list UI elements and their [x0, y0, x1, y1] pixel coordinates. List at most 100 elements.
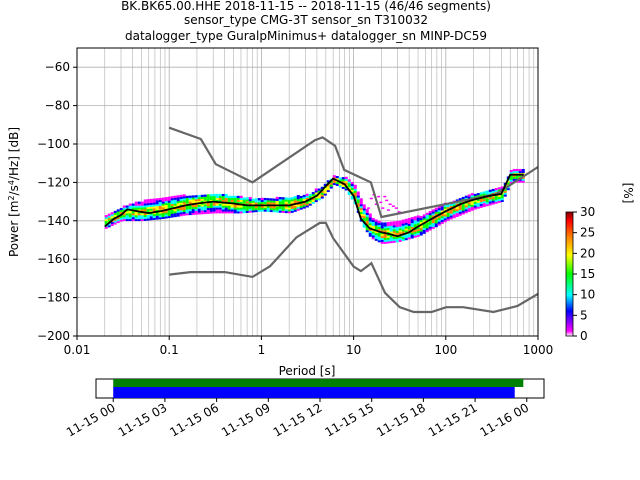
density-cell: [182, 213, 186, 216]
density-cell: [146, 210, 150, 213]
density-cell: [401, 236, 405, 240]
density-cell: [173, 205, 177, 208]
density-cell: [347, 187, 351, 190]
density-cell: [386, 235, 390, 238]
density-cell: [431, 213, 435, 216]
density-cell: [398, 224, 402, 227]
density-cell: [134, 218, 138, 222]
density-cell: [329, 182, 333, 185]
density-cell: [161, 216, 165, 219]
density-cell: [143, 214, 147, 218]
density-cell: [266, 200, 270, 203]
density-cell: [176, 202, 180, 206]
density-cell: [356, 204, 360, 208]
density-cell: [122, 215, 126, 218]
density-cell: [233, 209, 237, 212]
density-cell: [167, 196, 171, 199]
density-cell: [137, 213, 141, 216]
density-cell: [365, 210, 369, 214]
density-cell: [416, 232, 420, 235]
density-cell: [290, 210, 294, 213]
density-cell: [269, 207, 273, 211]
density-cell: [182, 207, 186, 210]
density-cell: [179, 210, 183, 213]
density-cell: [269, 200, 273, 203]
density-cell: [374, 219, 378, 222]
density-cell: [383, 230, 387, 233]
density-cell: [215, 209, 219, 212]
density-cell: [422, 227, 426, 231]
density-cell: [515, 174, 519, 177]
density-cell: [404, 237, 408, 241]
density-cell: [260, 199, 264, 202]
density-cell: [140, 215, 144, 218]
density-cell: [482, 193, 486, 196]
density-cell: [473, 193, 477, 197]
colorbar-tick-label: 15: [580, 267, 595, 281]
density-cell: [491, 196, 495, 199]
density-cell: [446, 205, 450, 208]
density-cell: [209, 209, 213, 212]
density-cell: [104, 215, 108, 218]
density-cell: [203, 209, 207, 213]
time-tick-label: 11-15 15: [322, 400, 376, 439]
density-cell: [200, 194, 204, 198]
density-cell: [236, 209, 240, 212]
density-cell: [209, 211, 213, 214]
density-cell: [134, 215, 138, 218]
density-cell: [104, 218, 108, 222]
density-cell: [194, 199, 198, 202]
density-cell: [362, 212, 366, 215]
density-cell: [245, 206, 249, 210]
density-cell: [110, 223, 114, 226]
density-cell: [224, 211, 228, 214]
density-cell: [410, 220, 414, 224]
density-cell: [203, 208, 207, 211]
density-outlier: [391, 205, 395, 207]
density-cell: [341, 177, 345, 180]
density-cell: [110, 216, 114, 219]
density-cell: [437, 206, 441, 209]
density-cell: [521, 180, 525, 183]
density-cell: [239, 207, 243, 210]
density-cell: [518, 180, 522, 183]
density-cell: [263, 209, 267, 212]
density-cell: [434, 223, 438, 226]
density-cell: [290, 208, 294, 211]
density-cell: [179, 206, 183, 209]
density-cell: [437, 215, 441, 218]
density-cell: [389, 223, 393, 226]
density-cell: [275, 206, 279, 209]
density-cell: [275, 200, 279, 203]
density-cell: [416, 230, 420, 233]
density-cell: [389, 225, 393, 228]
density-cell: [260, 207, 264, 210]
density-cell: [509, 181, 513, 184]
density-cell: [269, 209, 273, 213]
density-cell: [236, 211, 240, 214]
density-cell: [437, 207, 441, 211]
density-cell: [485, 192, 489, 195]
density-cell: [290, 199, 294, 202]
density-cell: [284, 201, 288, 204]
density-cell: [380, 237, 384, 240]
density-cell: [410, 217, 414, 220]
density-cell: [464, 211, 468, 214]
density-cell: [287, 207, 291, 210]
density-cell: [164, 198, 168, 202]
density-cell: [434, 207, 438, 210]
density-cell: [392, 238, 396, 241]
title-line-2: sensor_type CMG-3T sensor_sn T310032: [184, 13, 428, 27]
density-cell: [170, 205, 174, 208]
density-cell: [188, 199, 192, 202]
density-cell: [431, 215, 435, 218]
density-cell: [104, 220, 108, 224]
density-cell: [296, 206, 300, 209]
density-cell: [155, 205, 159, 209]
density-cell: [365, 220, 369, 223]
density-cell: [176, 195, 180, 198]
density-cell: [155, 213, 159, 216]
density-outlier: [383, 195, 387, 198]
density-cell: [446, 216, 450, 219]
density-cell: [254, 200, 258, 203]
